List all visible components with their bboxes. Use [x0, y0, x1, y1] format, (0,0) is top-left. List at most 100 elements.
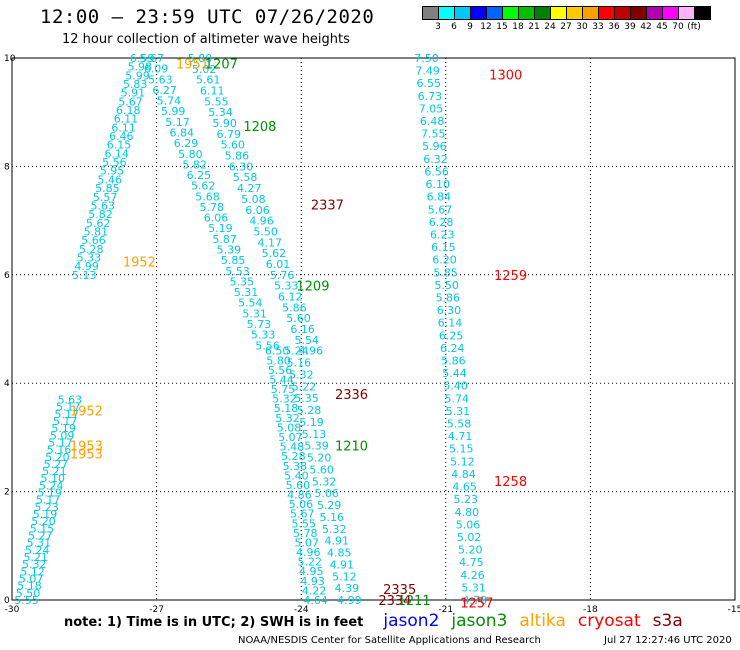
swh-value-label: 5.24	[25, 544, 50, 557]
swh-value-label: 5.80	[178, 148, 203, 161]
swh-value-label: 6.73	[418, 90, 443, 103]
swh-value-label: 4.84	[451, 468, 476, 481]
swh-value-label: 7.05	[419, 102, 444, 115]
colorbar	[422, 6, 711, 20]
swh-value-label: 6.27	[152, 84, 177, 97]
swh-value-label: 6.30	[437, 304, 462, 317]
swh-value-label: 5.35	[294, 392, 319, 405]
swh-value-label: 5.06	[314, 487, 339, 500]
swh-value-label: 5.28	[79, 243, 104, 256]
swh-value-label: 6.46	[109, 130, 134, 143]
swh-value-label: 5.08	[241, 193, 266, 206]
swh-value-label: 5.53	[225, 265, 250, 278]
swh-value-label: 5.16	[47, 444, 72, 457]
swh-value-label: 5.31	[461, 581, 486, 594]
swh-value-label: 5.20	[458, 544, 483, 557]
swh-value-label: 4.75	[459, 556, 484, 569]
swh-value-label: 5.61	[196, 74, 221, 87]
swh-value-label: 4.93	[300, 575, 325, 588]
swh-value-label: 5.67	[118, 95, 143, 108]
y-tick-label: 2	[4, 488, 10, 498]
colorbar-label: 6	[451, 22, 457, 32]
swh-value-label: 5.06	[456, 518, 481, 531]
swh-value-label: 5.33	[251, 329, 276, 342]
swh-value-label: 5.23	[454, 493, 479, 506]
swh-value-label: 5.62	[262, 247, 287, 260]
pass-time-label: 1300	[489, 68, 522, 83]
swh-value-label: 5.33	[274, 280, 299, 293]
pass-time-label: 2334	[378, 594, 411, 609]
swh-value-label: 5.19	[33, 508, 58, 521]
swh-value-label: 4.91	[330, 558, 355, 571]
y-tick-label: 8	[4, 162, 10, 172]
colorbar-label: 42	[640, 22, 652, 32]
pass-time-label: 1259	[494, 269, 527, 284]
swh-value-label: 5.18	[274, 402, 299, 415]
footer-timestamp: Jul 27 12:27:46 UTC 2020	[604, 635, 732, 646]
swh-value-label: 4.86	[287, 489, 312, 502]
swh-value-label: 4.85	[327, 547, 352, 560]
swh-value-label: 5.67	[140, 52, 165, 65]
swh-value-label: 5.46	[97, 173, 122, 186]
swh-value-label: 6.14	[104, 147, 129, 160]
swh-value-label: 5.23	[34, 501, 59, 514]
swh-value-label: 5.63	[58, 393, 83, 406]
swh-value-label: 5.62	[86, 217, 111, 230]
swh-value-label: 6.11	[111, 121, 136, 134]
x-tick-label: -18	[583, 605, 598, 615]
swh-value-label: 4.27	[237, 182, 262, 195]
swh-value-label: 4.96	[296, 546, 321, 559]
swh-value-label: 5.13	[72, 269, 97, 282]
swh-value-label: 5.80	[188, 52, 213, 65]
swh-value-label: 5.12	[20, 565, 45, 578]
colorbar-label: 9	[467, 22, 473, 32]
swh-value-label: 5.16	[319, 511, 344, 524]
swh-value-label: 6.79	[216, 128, 241, 141]
pass-time-label: 2336	[335, 388, 368, 403]
swh-value-label: 5.28	[281, 450, 306, 463]
swh-value-label: 5.39	[304, 440, 329, 453]
swh-value-label: 5.19	[299, 416, 324, 429]
swh-value-label: 5.32	[22, 558, 47, 571]
pass-time-label: 1208	[243, 120, 276, 135]
swh-value-label: 5.55	[292, 517, 317, 530]
swh-value-label: 6.56	[424, 165, 449, 178]
swh-value-label: 7.49	[415, 65, 440, 78]
swh-value-label: 4.91	[325, 535, 350, 548]
swh-value-label: 5.29	[317, 499, 342, 512]
swh-value-label: 5.87	[212, 233, 237, 246]
swh-value-label: 5.90	[212, 117, 237, 130]
x-tick-label: -30	[5, 605, 20, 615]
swh-value-label: 5.17	[56, 401, 81, 414]
colorbar-label: 18	[512, 22, 524, 32]
swh-value-label: 5.21	[42, 465, 67, 478]
swh-value-label: 5.12	[332, 570, 357, 583]
colorbar-label: 36	[608, 22, 620, 32]
swh-value-label: 6.11	[200, 85, 225, 98]
pass-time-label: 1210	[335, 440, 368, 455]
legend-mission-cryosat: cryosat	[577, 611, 641, 631]
swh-value-label: 5.13	[302, 428, 327, 441]
swh-value-label: 6.18	[116, 104, 141, 117]
swh-value-label: 5.50	[253, 225, 278, 238]
swh-value-label: 6.25	[439, 329, 464, 342]
swh-value-label: 5.60	[286, 479, 311, 492]
swh-value-label: 5.86	[441, 355, 466, 368]
plot-frame	[11, 57, 736, 601]
swh-value-label: 5.60	[221, 139, 246, 152]
colorbar-cell	[694, 6, 711, 20]
swh-value-label: 5.63	[148, 73, 173, 86]
legend-mission-jason2: jason2	[383, 611, 440, 631]
legend-mission-s3a: s3a	[652, 611, 683, 631]
swh-value-label: 5.31	[234, 286, 259, 299]
swh-value-label: 5.56	[268, 364, 293, 377]
y-tick-label: 4	[4, 379, 10, 389]
swh-value-label: 5.07	[19, 573, 44, 586]
swh-value-label: 4.65	[452, 481, 477, 494]
swh-value-label: 5.99	[125, 69, 150, 82]
swh-value-label: 5.31	[446, 405, 471, 418]
swh-value-label: 5.18	[17, 580, 42, 593]
swh-value-label: 4.22	[302, 584, 327, 597]
swh-value-label: 5.02	[192, 63, 217, 76]
